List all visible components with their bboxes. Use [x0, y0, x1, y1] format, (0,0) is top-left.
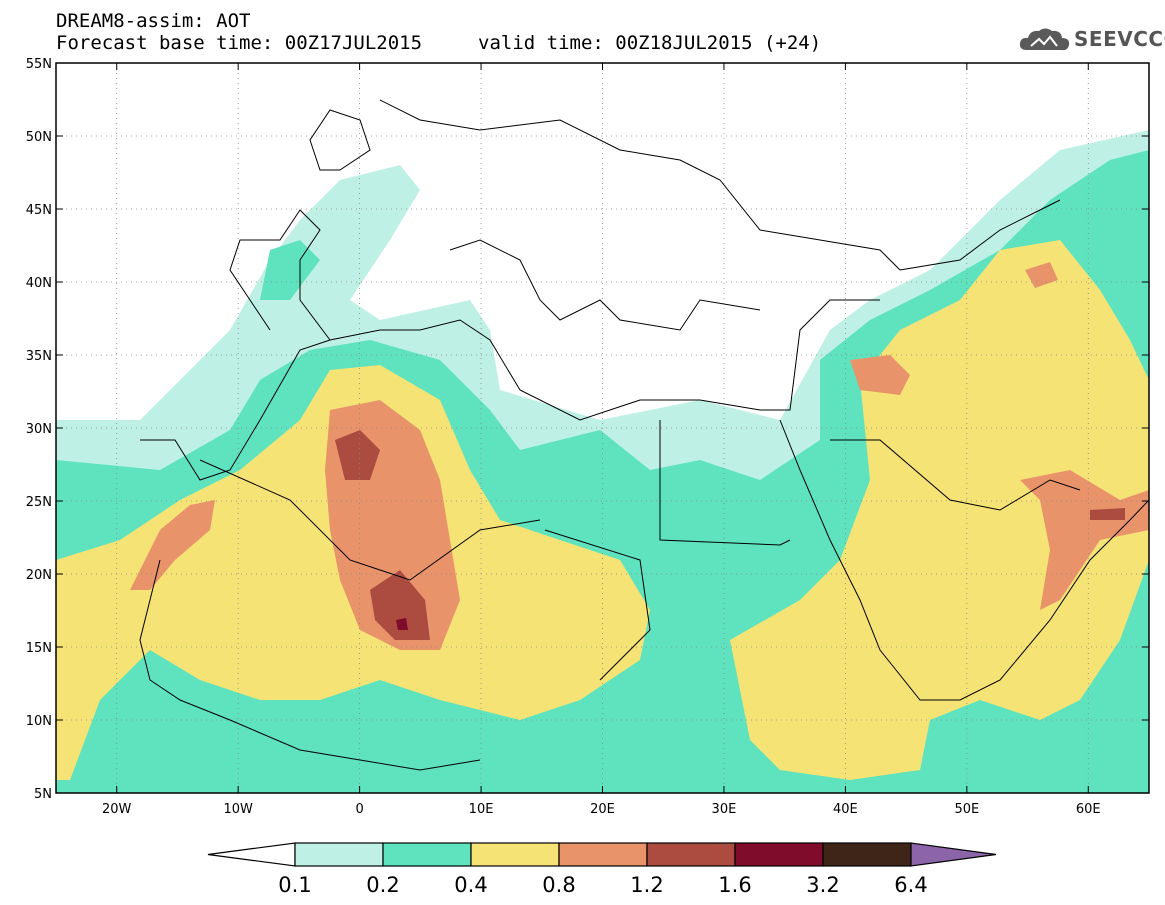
lon-label: 20E: [590, 802, 615, 817]
colorbar-level-label: 1.2: [630, 873, 663, 897]
lat-label: 25N: [26, 495, 52, 510]
lon-label: 10E: [469, 802, 494, 817]
lat-label: 20N: [26, 568, 52, 583]
aot-contour-0.8c: [850, 355, 910, 395]
colorbar-box: [382, 842, 472, 867]
aot-contour-1.2c: [1090, 508, 1125, 520]
aot-colorbar: 0.1 0.2 0.4 0.8 1.2 1.6 3.2 6.4: [207, 842, 997, 897]
longitude-labels: 20W 10W 0 10E 20E 30E 40E 50E 60E: [102, 802, 1101, 817]
lon-label: 0: [355, 802, 363, 817]
seevccc-logo: SEEVCCC: [1017, 24, 1165, 56]
lat-label: 5N: [34, 787, 52, 802]
lat-label: 40N: [26, 276, 52, 291]
aot-contour-1.2: [335, 430, 380, 480]
graticule: [56, 63, 1149, 793]
colorbar-level-label: 0.2: [366, 873, 399, 897]
lon-label: 10W: [223, 802, 253, 817]
lat-label: 15N: [26, 641, 52, 656]
aot-contour-0.4b: [730, 240, 1149, 780]
colorbar-box: [470, 842, 560, 867]
lat-label: 10N: [26, 714, 52, 729]
lon-label: 50E: [954, 802, 979, 817]
lat-label: 35N: [26, 349, 52, 364]
lat-label: 50N: [26, 130, 52, 145]
latitude-labels: 55N 50N 45N 40N 35N 30N 25N 20N 15N 10N 5N: [26, 57, 52, 802]
lon-label: 40E: [833, 802, 858, 817]
base-time-label: Forecast base time: 00Z17JUL2015: [56, 32, 423, 54]
colorbar-level-label: 6.4: [894, 873, 927, 897]
aot-contour-0.2b: [260, 240, 320, 300]
colorbar-box: [646, 842, 736, 867]
lon-label: 20W: [102, 802, 132, 817]
cloud-icon: [1019, 28, 1070, 51]
colorbar-under-arrow: [207, 842, 296, 867]
axis-ticks: [56, 62, 1149, 794]
lat-label: 55N: [26, 57, 52, 72]
lon-label: 30E: [712, 802, 737, 817]
colorbar-box: [822, 842, 912, 867]
aot-field: [56, 63, 1149, 793]
colorbar-level-label: 0.4: [454, 873, 487, 897]
colorbar-level-label: 1.6: [718, 873, 751, 897]
colorbar-box: [294, 842, 384, 867]
logo-text: SEEVCCC: [1074, 27, 1165, 51]
aot-contour-0.8b: [130, 500, 215, 590]
lon-label: 60E: [1076, 802, 1101, 817]
aot-contour-1.2b: [370, 570, 430, 640]
colorbar-box: [558, 842, 648, 867]
colorbar-level-label: 3.2: [806, 873, 839, 897]
lat-label: 45N: [26, 203, 52, 218]
aot-contour-1.6: [396, 618, 408, 630]
lat-label: 30N: [26, 422, 52, 437]
colorbar-over-arrow: [910, 842, 997, 867]
aot-contour-0.8e: [1025, 262, 1058, 288]
model-title: DREAM8-assim: AOT: [56, 10, 251, 32]
valid-time-label: valid time: 00Z18JUL2015 (+24): [478, 32, 822, 54]
coastlines: [139, 99, 1149, 771]
colorbar-level-label: 0.1: [278, 873, 311, 897]
colorbar-level-label: 0.8: [542, 873, 575, 897]
aot-contour-0.8d: [1020, 470, 1149, 610]
colorbar-box: [734, 842, 824, 867]
